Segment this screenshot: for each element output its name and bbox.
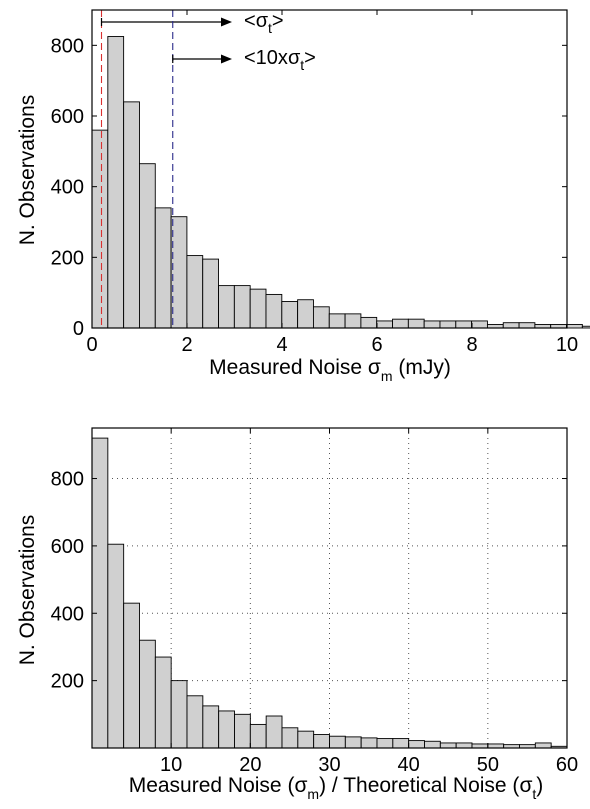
histogram-bar	[471, 320, 488, 329]
histogram-bar	[123, 101, 140, 329]
histogram-bar	[424, 740, 441, 749]
histogram-bar	[281, 727, 299, 749]
histogram-bar	[218, 710, 235, 749]
x-axis-label: Measured Noise (σm) / Theoretical Noise …	[129, 774, 544, 802]
histogram-bar	[344, 736, 362, 749]
histogram-bar	[360, 737, 378, 749]
histogram-bar	[139, 163, 156, 329]
histogram-bar	[566, 324, 583, 329]
histogram-bar	[186, 255, 204, 329]
histogram-bar	[107, 543, 125, 749]
histogram-bar	[534, 742, 552, 749]
marker-label-sigma-t: <σt>	[244, 10, 284, 36]
histogram-bar	[123, 602, 140, 749]
histogram-bar	[518, 322, 536, 329]
x-tick-label: 20	[239, 754, 261, 776]
histogram-bar	[265, 715, 283, 749]
histogram-bar	[455, 742, 473, 749]
histogram-bar	[407, 318, 425, 329]
histogram-bars	[91, 36, 590, 329]
histogram-noise-ratio: 10 20 30 40 50 60 200 400 600 800 Measured Noise…	[16, 427, 578, 802]
y-tick-label: 800	[51, 35, 84, 57]
y-tick-label: 200	[51, 247, 84, 269]
histogram-bar	[170, 216, 188, 329]
histogram-bar	[376, 320, 393, 329]
histogram-bars	[91, 437, 568, 749]
x-tick-label: 8	[466, 334, 477, 356]
y-tick-label: 600	[51, 106, 84, 128]
histogram-bar	[154, 207, 172, 329]
histogram-bar	[376, 738, 394, 749]
histogram-bar	[154, 656, 172, 749]
histogram-bar	[392, 318, 409, 329]
histogram-bar	[408, 740, 425, 749]
histogram-bar	[581, 325, 590, 329]
histogram-bar	[170, 680, 188, 749]
y-tick-label: 800	[51, 469, 84, 491]
histogram-bar	[249, 723, 267, 749]
histogram-bar	[329, 735, 346, 749]
histogram-bar	[312, 306, 330, 329]
histogram-bar	[423, 320, 441, 329]
histogram-bar	[439, 320, 457, 329]
y-axis-label: N. Observations	[16, 515, 39, 666]
x-axis-label: Measured Noise σm (mJy)	[209, 356, 451, 384]
histogram-bar	[344, 313, 362, 329]
marker-arrowhead	[221, 17, 232, 27]
histogram-bar	[297, 730, 315, 749]
x-tick-label: 0	[86, 334, 97, 356]
x-tick-label: 4	[276, 334, 287, 356]
x-tick-label: 10	[160, 754, 182, 776]
histogram-bar	[218, 285, 235, 329]
histogram-bar	[234, 713, 251, 749]
x-axis-ticks: 0 2 4 6 8 10	[86, 10, 578, 356]
histogram-bar	[281, 301, 299, 329]
histogram-bar	[502, 322, 520, 329]
y-tick-label: 600	[51, 536, 84, 558]
histogram-bar	[392, 738, 410, 749]
histogram-bar	[91, 437, 109, 749]
x-tick-label: 50	[477, 754, 499, 776]
y-tick-label: 400	[51, 177, 84, 199]
histogram-bar	[471, 743, 489, 749]
histogram-bar	[233, 285, 251, 329]
y-axis-ticks: 200 400 600 800	[51, 469, 567, 693]
histogram-bar	[313, 734, 330, 749]
y-tick-label: 200	[51, 671, 84, 693]
histogram-bar	[202, 258, 219, 329]
histogram-bar	[455, 320, 473, 329]
plot-frame	[91, 9, 568, 329]
noise-markers	[100, 10, 232, 328]
histogram-bar	[265, 293, 283, 329]
marker-arrowhead	[221, 54, 232, 64]
histogram-bar	[328, 313, 346, 329]
histogram-bar	[202, 705, 220, 749]
x-tick-label: 6	[371, 334, 382, 356]
histogram-measured-noise: 0 2 4 6 8 10 0 200 400 600 800 Measured Noise σm …	[16, 9, 590, 384]
histogram-bar	[139, 639, 156, 749]
histogram-bar	[297, 299, 314, 329]
x-axis-ticks: 10 20 30 40 50 60	[160, 428, 578, 776]
marker-label-10x-sigma-t: <10xσt>	[244, 47, 316, 73]
histogram-bar	[91, 129, 109, 329]
histogram-bar	[249, 288, 267, 329]
histogram-bar	[107, 36, 125, 329]
x-tick-label: 30	[318, 754, 340, 776]
x-tick-label: 60	[556, 754, 578, 776]
x-tick-label: 2	[181, 334, 192, 356]
x-tick-label: 10	[556, 334, 578, 356]
y-axis-ticks: 0 200 400 600 800	[51, 35, 567, 340]
histogram-bar	[360, 316, 378, 329]
histogram-bar	[487, 743, 505, 749]
histogram-bar	[439, 742, 457, 749]
x-tick-label: 40	[398, 754, 420, 776]
y-tick-label: 400	[51, 603, 84, 625]
y-axis-label: N. Observations	[16, 95, 39, 246]
y-tick-label: 0	[73, 318, 84, 340]
histogram-bar	[186, 695, 204, 749]
